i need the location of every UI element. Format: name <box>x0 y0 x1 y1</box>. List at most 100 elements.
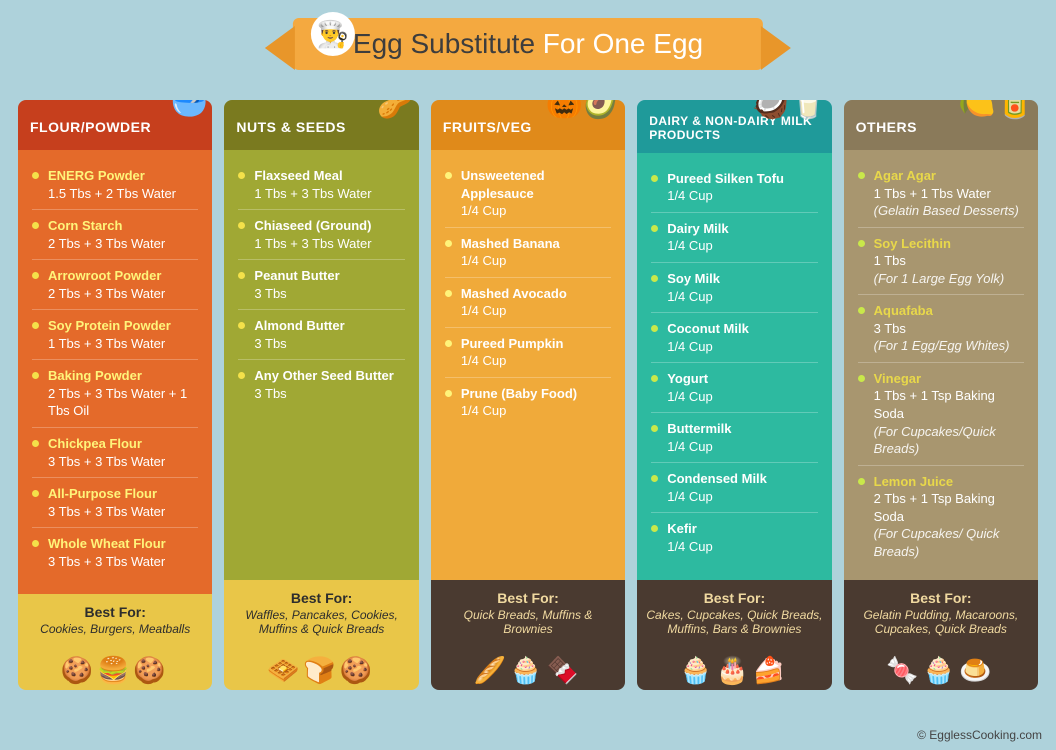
item-amount: 1 Tbs <box>874 252 1024 270</box>
column-dairy: DAIRY & NON-DAIRY MILK PRODUCTS🥥🥛Pureed … <box>637 100 831 690</box>
best-for-text: Cookies, Burgers, Meatballs <box>26 622 204 636</box>
column-footer: Best For:Cookies, Burgers, Meatballs🍪🍔🍪 <box>18 594 212 690</box>
item-name: Mashed Avocado <box>461 285 611 303</box>
item-name: Soy Lecithin <box>874 235 1024 253</box>
item-name: Agar Agar <box>874 167 1024 185</box>
list-item: Vinegar1 Tbs + 1 Tsp Baking Soda(For Cup… <box>858 363 1024 466</box>
item-name: Mashed Banana <box>461 235 611 253</box>
column-body: ENERG Powder1.5 Tbs + 2 Tbs Water Corn St… <box>18 150 212 594</box>
item-name: Prune (Baby Food) <box>461 385 611 403</box>
column-footer: Best For: Cakes, Cupcakes, Quick Breads, … <box>637 580 831 690</box>
list-item: ENERG Powder1.5 Tbs + 2 Tbs Water <box>32 160 198 210</box>
list-item: Whole Wheat Flour3 Tbs + 3 Tbs Water <box>32 528 198 577</box>
list-item: Condensed Milk1/4 Cup <box>651 463 817 513</box>
item-name: Vinegar <box>874 370 1024 388</box>
list-item: Flaxseed Meal1 Tbs + 3 Tbs Water <box>238 160 404 210</box>
item-name: Any Other Seed Butter <box>254 367 404 385</box>
column-header-text: OTHERS <box>856 119 917 135</box>
item-note: (Gelatin Based Desserts) <box>874 203 1019 218</box>
column-header-text: FLOUR/POWDER <box>30 119 151 135</box>
item-note: (For Cupcakes/ Quick Breads) <box>874 526 1000 559</box>
list-item: Pureed Silken Tofu1/4 Cup <box>651 163 817 213</box>
best-for-text: Quick Breads, Muffins & Brownies <box>439 608 617 636</box>
list-item: Pureed Pumpkin1/4 Cup <box>445 328 611 378</box>
list-item: All-Purpose Flour3 Tbs + 3 Tbs Water <box>32 478 198 528</box>
item-amount: 1/4 Cup <box>461 252 611 270</box>
fruits-icon: 🎃🥑 <box>546 100 622 121</box>
title-part2: For One Egg <box>543 28 703 59</box>
column-footer: Best For:Gelatin Pudding, Macaroons, Cup… <box>844 580 1038 690</box>
item-amount: 1/4 Cup <box>667 488 817 506</box>
item-amount: 1 Tbs + 1 Tbs Water <box>874 185 1024 203</box>
list-item: Agar Agar1 Tbs + 1 Tbs Water(Gelatin Bas… <box>858 160 1024 228</box>
item-amount: 1/4 Cup <box>461 402 611 420</box>
column-body: Pureed Silken Tofu1/4 CupDairy Milk1/4 C… <box>637 153 831 580</box>
footer-icons: 🍪🍔🍪 <box>18 655 212 686</box>
best-for-label: Best For: <box>645 590 823 606</box>
column-header: NUTS & SEEDS🥜 <box>224 100 418 150</box>
item-amount: 1/4 Cup <box>461 302 611 320</box>
column-header: OTHERS🍋🥫 <box>844 100 1038 150</box>
item-amount: 1/4 Cup <box>667 338 817 356</box>
item-amount: 1 Tbs + 1 Tsp Baking Soda <box>874 387 1024 422</box>
list-item: Unsweetened Applesauce1/4 Cup <box>445 160 611 228</box>
list-item: Chickpea Flour3 Tbs + 3 Tbs Water <box>32 428 198 478</box>
item-name: Condensed Milk <box>667 470 817 488</box>
item-amount: 1 Tbs + 3 Tbs Water <box>254 235 404 253</box>
list-item: Kefir1/4 Cup <box>651 513 817 562</box>
item-amount: 1/4 Cup <box>667 237 817 255</box>
item-name: Pureed Silken Tofu <box>667 170 817 188</box>
column-header: FRUITS/VEG 🎃🥑 <box>431 100 625 150</box>
best-for-text: Waffles, Pancakes, Cookies, Muffins & Qu… <box>232 608 410 636</box>
item-name: Unsweetened Applesauce <box>461 167 611 202</box>
item-amount: 3 Tbs <box>874 320 1024 338</box>
item-name: Peanut Butter <box>254 267 404 285</box>
item-amount: 2 Tbs + 3 Tbs Water + 1 Tbs Oil <box>48 385 198 420</box>
list-item: Arrowroot Powder2 Tbs + 3 Tbs Water <box>32 260 198 310</box>
list-item: Peanut Butter3 Tbs <box>238 260 404 310</box>
column-header-text: FRUITS/VEG <box>443 119 532 135</box>
columns-container: FLOUR/POWDER🥣ENERG Powder1.5 Tbs + 2 Tbs… <box>18 100 1038 690</box>
list-item: Soy Protein Powder1 Tbs + 3 Tbs Water <box>32 310 198 360</box>
item-name: Flaxseed Meal <box>254 167 404 185</box>
footer-icons: 🧁🎂🍰 <box>637 655 831 686</box>
column-body: Agar Agar1 Tbs + 1 Tbs Water(Gelatin Bas… <box>844 150 1038 580</box>
chef-icon: 👨‍🍳 <box>311 12 355 56</box>
column-header-text: NUTS & SEEDS <box>236 119 345 135</box>
list-item: Buttermilk1/4 Cup <box>651 413 817 463</box>
column-fruits: FRUITS/VEG🎃🥑Unsweetened Applesauce1/4 Cu… <box>431 100 625 690</box>
list-item: Prune (Baby Food)1/4 Cup <box>445 378 611 427</box>
item-amount: 3 Tbs + 3 Tbs Water <box>48 453 198 471</box>
item-amount: 1/4 Cup <box>667 538 817 556</box>
column-body: Flaxseed Meal1 Tbs + 3 Tbs WaterChiaseed… <box>224 150 418 580</box>
item-note: (For Cupcakes/Quick Breads) <box>874 424 996 457</box>
item-name: Soy Protein Powder <box>48 317 198 335</box>
item-name: ENERG Powder <box>48 167 198 185</box>
footer-icons: 🥖🧁🍫 <box>431 655 625 686</box>
item-name: Corn Starch <box>48 217 198 235</box>
list-item: Mashed Avocado1/4 Cup <box>445 278 611 328</box>
item-amount: 3 Tbs + 3 Tbs Water <box>48 503 198 521</box>
item-name: Coconut Milk <box>667 320 817 338</box>
list-item: Any Other Seed Butter3 Tbs <box>238 360 404 409</box>
best-for-label: Best For: <box>232 590 410 606</box>
item-name: Kefir <box>667 520 817 538</box>
item-name: All-Purpose Flour <box>48 485 198 503</box>
list-item: Chiaseed (Ground)1 Tbs + 3 Tbs Water <box>238 210 404 260</box>
list-item: Baking Powder2 Tbs + 3 Tbs Water + 1 Tbs… <box>32 360 198 428</box>
item-amount: 1.5 Tbs + 2 Tbs Water <box>48 185 198 203</box>
item-amount: 1 Tbs + 3 Tbs Water <box>254 185 404 203</box>
credit-text: © EgglessCooking.com <box>917 728 1042 742</box>
item-amount: 1/4 Cup <box>667 438 817 456</box>
list-item: Almond Butter3 Tbs <box>238 310 404 360</box>
item-amount: 2 Tbs + 1 Tsp Baking Soda <box>874 490 1024 525</box>
item-name: Dairy Milk <box>667 220 817 238</box>
item-amount: 2 Tbs + 3 Tbs Water <box>48 285 198 303</box>
item-amount: 3 Tbs <box>254 385 404 403</box>
best-for-text: Cakes, Cupcakes, Quick Breads, Muffins, … <box>645 608 823 636</box>
column-body: Unsweetened Applesauce1/4 CupMashed Bana… <box>431 150 625 580</box>
item-amount: 1/4 Cup <box>667 388 817 406</box>
item-name: Pureed Pumpkin <box>461 335 611 353</box>
item-name: Arrowroot Powder <box>48 267 198 285</box>
list-item: Soy Milk1/4 Cup <box>651 263 817 313</box>
